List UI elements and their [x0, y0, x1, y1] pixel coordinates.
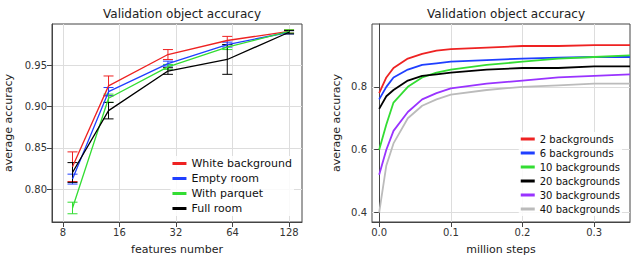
svg-text:White background: White background: [191, 157, 292, 170]
svg-text:With parquet: With parquet: [191, 187, 263, 200]
svg-text:Full room: Full room: [191, 202, 242, 215]
svg-text:0.2: 0.2: [515, 227, 531, 238]
svg-text:64: 64: [226, 227, 239, 238]
svg-text:8: 8: [60, 227, 66, 238]
svg-text:0.80: 0.80: [25, 184, 47, 195]
svg-text:16: 16: [113, 227, 126, 238]
svg-text:0.0: 0.0: [371, 227, 387, 238]
svg-text:Validation object accuracy: Validation object accuracy: [427, 7, 585, 21]
svg-text:0.95: 0.95: [25, 60, 47, 71]
svg-text:0.4: 0.4: [351, 207, 367, 218]
svg-text:0.8: 0.8: [351, 81, 367, 92]
svg-text:Empty room: Empty room: [191, 172, 258, 185]
svg-text:32: 32: [170, 227, 183, 238]
svg-text:6 backgrounds: 6 backgrounds: [540, 148, 614, 159]
svg-text:20 backgrounds: 20 backgrounds: [540, 176, 620, 187]
svg-text:2 backgrounds: 2 backgrounds: [540, 134, 614, 145]
svg-text:0.85: 0.85: [25, 142, 47, 153]
svg-text:million steps: million steps: [466, 243, 536, 256]
svg-text:0.6: 0.6: [351, 144, 367, 155]
svg-text:30 backgrounds: 30 backgrounds: [540, 190, 620, 201]
svg-text:128: 128: [280, 227, 299, 238]
svg-text:Validation object accuracy: Validation object accuracy: [103, 7, 261, 21]
svg-text:0.1: 0.1: [443, 227, 459, 238]
svg-text:0.90: 0.90: [25, 101, 47, 112]
svg-text:average accuracy: average accuracy: [2, 73, 15, 172]
svg-text:40 backgrounds: 40 backgrounds: [540, 204, 620, 215]
svg-text:features number: features number: [131, 243, 223, 256]
svg-text:average accuracy: average accuracy: [330, 73, 343, 172]
svg-text:10 backgrounds: 10 backgrounds: [540, 162, 620, 173]
svg-text:0.3: 0.3: [586, 227, 602, 238]
